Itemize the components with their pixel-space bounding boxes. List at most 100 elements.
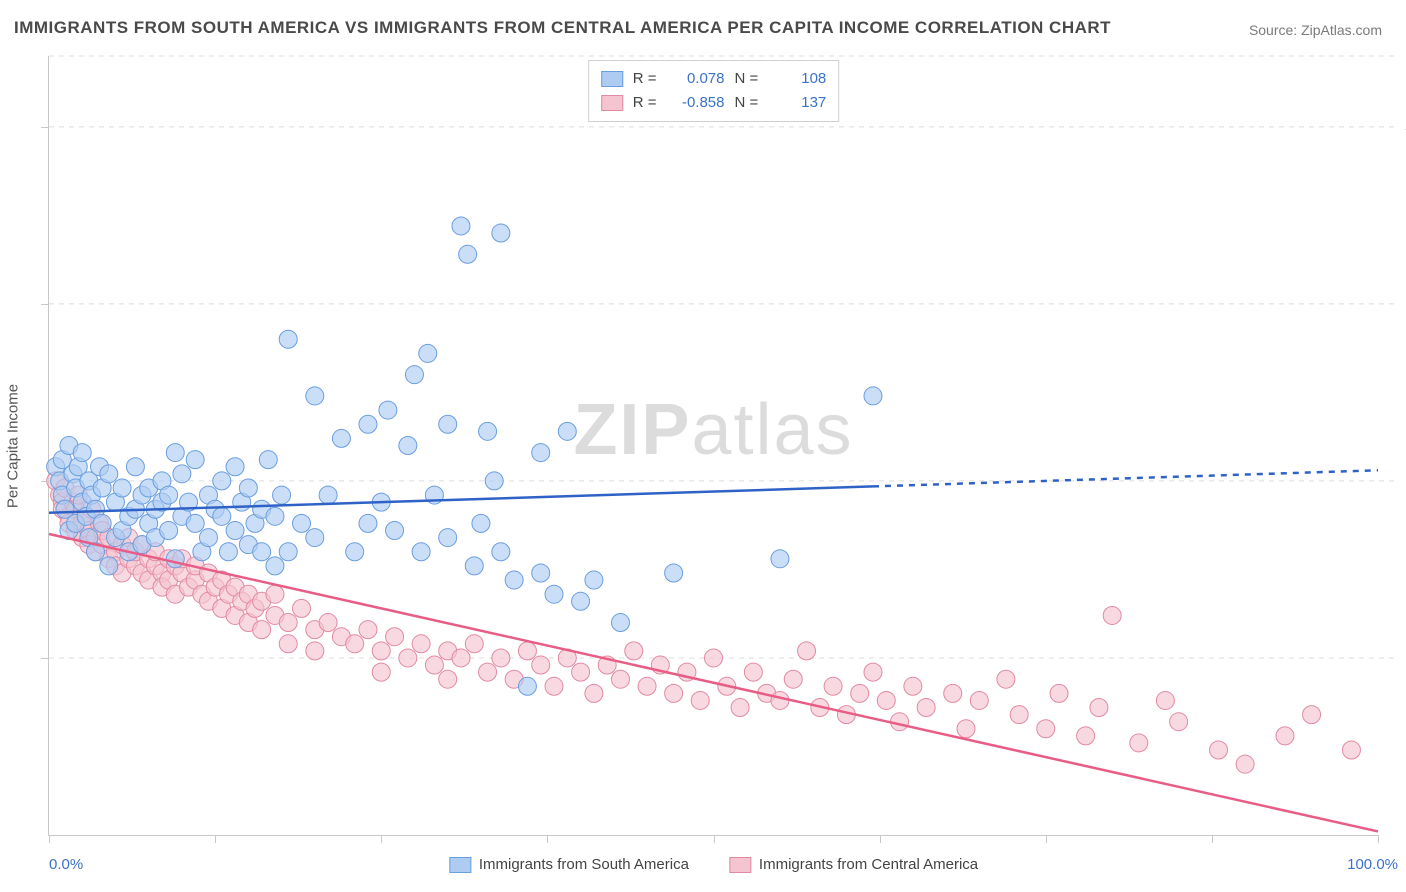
scatter-point xyxy=(611,670,629,688)
scatter-point xyxy=(1210,741,1228,759)
scatter-point xyxy=(1130,734,1148,752)
y-tick xyxy=(41,658,49,659)
scatter-point xyxy=(239,479,257,497)
scatter-point xyxy=(611,614,629,632)
scatter-point xyxy=(877,691,895,709)
scatter-point xyxy=(319,614,337,632)
scatter-point xyxy=(572,592,590,610)
scatter-point xyxy=(944,684,962,702)
scatter-point xyxy=(665,564,683,582)
scatter-point xyxy=(572,663,590,681)
legend-top-row: R = 0.078 N = 108 xyxy=(601,67,827,91)
scatter-point xyxy=(1077,727,1095,745)
x-axis-min-label: 0.0% xyxy=(49,856,83,873)
scatter-point xyxy=(1037,720,1055,738)
scatter-point xyxy=(399,649,417,667)
scatter-point xyxy=(558,422,576,440)
scatter-point xyxy=(126,458,144,476)
scatter-point xyxy=(359,415,377,433)
scatter-point xyxy=(1156,691,1174,709)
scatter-point xyxy=(891,713,909,731)
scatter-point xyxy=(1236,755,1254,773)
scatter-point xyxy=(465,635,483,653)
scatter-point xyxy=(386,521,404,539)
scatter-point xyxy=(186,451,204,469)
x-tick xyxy=(215,835,216,843)
scatter-point xyxy=(293,599,311,617)
scatter-point xyxy=(1103,606,1121,624)
scatter-point xyxy=(213,507,231,525)
chart-svg xyxy=(49,56,1378,835)
scatter-point xyxy=(452,649,470,667)
scatter-point xyxy=(771,550,789,568)
scatter-point xyxy=(332,429,350,447)
scatter-point xyxy=(1170,713,1188,731)
scatter-point xyxy=(1303,706,1321,724)
scatter-point xyxy=(784,670,802,688)
scatter-point xyxy=(1276,727,1294,745)
chart-title: IMMIGRANTS FROM SOUTH AMERICA VS IMMIGRA… xyxy=(14,18,1111,38)
scatter-point xyxy=(219,543,237,561)
scatter-point xyxy=(744,663,762,681)
legend-swatch xyxy=(729,857,751,873)
y-tick-label: $25,000 xyxy=(1388,649,1406,666)
x-tick xyxy=(880,835,881,843)
legend-series-label: Immigrants from South America xyxy=(479,856,689,873)
scatter-point xyxy=(273,486,291,504)
legend-top: R = 0.078 N = 108 R = -0.858 N = 137 xyxy=(588,60,840,122)
x-tick xyxy=(547,835,548,843)
legend-n-label: N = xyxy=(735,91,759,115)
scatter-point xyxy=(864,387,882,405)
scatter-point xyxy=(213,472,231,490)
scatter-point xyxy=(419,344,437,362)
scatter-point xyxy=(399,437,417,455)
scatter-point xyxy=(160,486,178,504)
legend-r-label: R = xyxy=(633,67,657,91)
scatter-point xyxy=(771,691,789,709)
scatter-point xyxy=(253,543,271,561)
x-axis-max-label: 100.0% xyxy=(1347,856,1398,873)
scatter-point xyxy=(166,444,184,462)
scatter-point xyxy=(306,387,324,405)
scatter-point xyxy=(439,415,457,433)
scatter-point xyxy=(997,670,1015,688)
scatter-point xyxy=(824,677,842,695)
scatter-point xyxy=(917,699,935,717)
y-tick xyxy=(41,481,49,482)
scatter-point xyxy=(957,720,975,738)
scatter-point xyxy=(638,677,656,695)
legend-bottom-item: Immigrants from South America xyxy=(449,856,689,873)
scatter-point xyxy=(113,479,131,497)
scatter-point xyxy=(386,628,404,646)
scatter-point xyxy=(266,557,284,575)
scatter-point xyxy=(346,635,364,653)
legend-top-row: R = -0.858 N = 137 xyxy=(601,91,827,115)
source-attribution: Source: ZipAtlas.com xyxy=(1249,22,1382,38)
scatter-point xyxy=(160,521,178,539)
scatter-point xyxy=(173,465,191,483)
scatter-point xyxy=(545,677,563,695)
scatter-point xyxy=(532,656,550,674)
scatter-point xyxy=(405,366,423,384)
scatter-point xyxy=(492,224,510,242)
scatter-point xyxy=(372,663,390,681)
scatter-point xyxy=(100,465,118,483)
scatter-point xyxy=(279,543,297,561)
scatter-point xyxy=(479,663,497,681)
scatter-point xyxy=(100,557,118,575)
legend-bottom-item: Immigrants from Central America xyxy=(729,856,978,873)
scatter-point xyxy=(1090,699,1108,717)
scatter-point xyxy=(359,514,377,532)
scatter-point xyxy=(864,663,882,681)
scatter-point xyxy=(412,635,430,653)
scatter-point xyxy=(379,401,397,419)
plot-area: ZIPatlas Per Capita Income R = 0.078 N =… xyxy=(48,56,1378,836)
scatter-point xyxy=(319,486,337,504)
legend-bottom: Immigrants from South America Immigrants… xyxy=(449,856,978,873)
scatter-point xyxy=(359,621,377,639)
legend-r-label: R = xyxy=(633,91,657,115)
scatter-point xyxy=(459,245,477,263)
scatter-point xyxy=(705,649,723,667)
scatter-point xyxy=(412,543,430,561)
source-value: ZipAtlas.com xyxy=(1301,22,1382,38)
